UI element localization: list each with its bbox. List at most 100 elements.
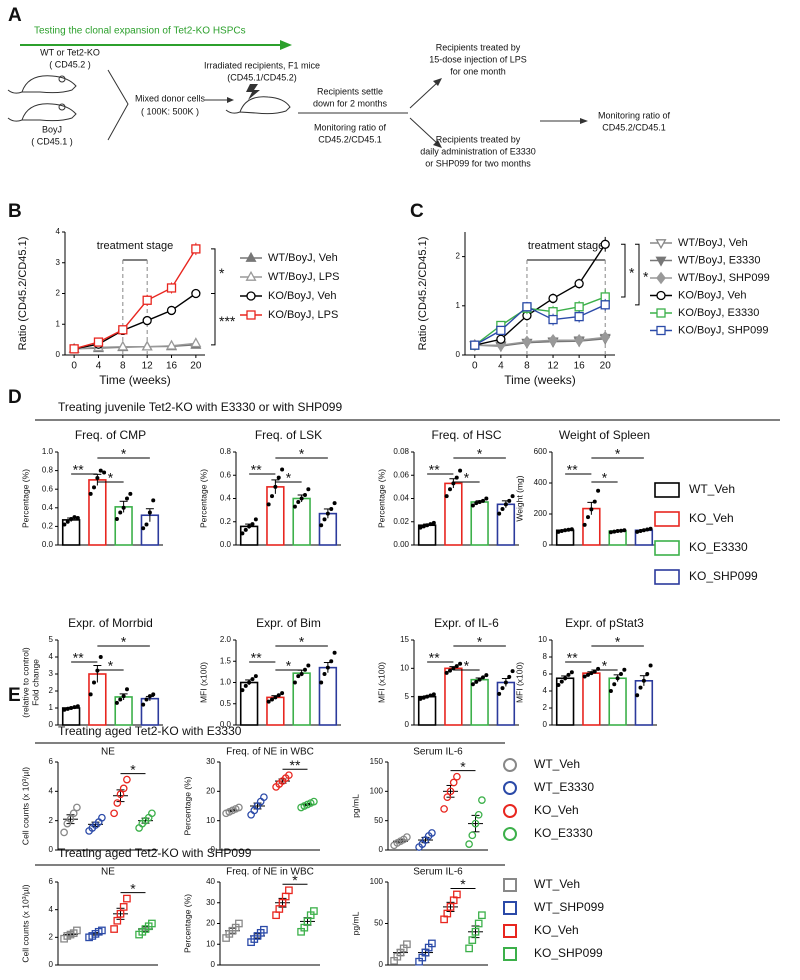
data-point	[474, 501, 479, 506]
y-tick-label: 0.2	[220, 517, 232, 526]
arrowhead	[433, 140, 442, 148]
data-point	[645, 527, 650, 532]
y-tick-label: 0.00	[393, 540, 409, 549]
sig-label: *	[121, 446, 127, 462]
point	[166, 305, 177, 316]
data-point	[446, 787, 455, 796]
data-point	[235, 803, 243, 812]
data-point	[118, 510, 123, 515]
data-point	[322, 672, 327, 676]
y-tick-label: 1.0	[220, 678, 232, 687]
data-point	[563, 676, 568, 681]
data-point	[403, 940, 411, 949]
y-tick-label: 0.8	[42, 466, 54, 475]
y-tick-label: 6	[49, 877, 54, 886]
legend-marker	[655, 256, 667, 267]
data-point	[114, 516, 119, 521]
y-tick-label: 0.02	[393, 517, 409, 526]
point	[69, 344, 79, 354]
data-point	[256, 797, 265, 806]
point	[548, 293, 558, 304]
data-point	[500, 686, 505, 691]
legend-swatch	[654, 482, 680, 498]
x-tick-label: 8	[524, 361, 530, 372]
x-tick-label: 12	[547, 361, 559, 372]
sig-label: *	[460, 758, 466, 774]
bar	[239, 525, 259, 546]
legend-label: KO/BoyJ, E3330	[678, 307, 759, 319]
data-point	[440, 805, 448, 813]
y-axis-label: Cell counts (x 10³/µl)	[20, 767, 30, 845]
sig-label: **	[290, 757, 301, 773]
arrowhead	[433, 78, 442, 86]
legend-marker	[503, 924, 517, 938]
data-point	[586, 672, 591, 677]
x-tick-label: 20	[190, 361, 202, 372]
legend-label: KO_SHP099	[534, 946, 603, 960]
data-point	[114, 700, 119, 705]
point	[548, 314, 558, 325]
data-point	[448, 668, 453, 673]
y-axis-label: Cell counts (x 10³/µl)	[20, 884, 30, 962]
data-point	[425, 523, 430, 528]
data-point	[421, 695, 426, 700]
sig-label: *	[643, 268, 649, 284]
data-point	[95, 668, 100, 673]
merge-chevron	[107, 69, 129, 141]
workflow-diagram: Testing the clonal expansion of Tet2-KO …	[7, 26, 671, 168]
stage-label: treatment stage	[97, 240, 173, 252]
legend-swatch	[654, 569, 680, 585]
data-point	[73, 926, 81, 935]
legend-marker	[656, 308, 666, 318]
data-point	[638, 685, 643, 690]
arrowhead	[227, 97, 234, 103]
label: 15-dose injection of LPS	[429, 54, 527, 64]
sig-bracket	[211, 293, 216, 346]
legend-label: KO/BoyJ, Veh	[268, 290, 336, 302]
sig-label: **	[251, 650, 262, 666]
data-point	[119, 784, 128, 793]
legend-label: WT_Veh	[689, 482, 735, 496]
sig-label: **	[429, 650, 440, 666]
data-point	[299, 496, 304, 501]
data-point	[276, 693, 281, 698]
data-point	[428, 829, 436, 837]
data-point	[272, 911, 280, 920]
y-tick-label: 1	[49, 703, 54, 712]
bar	[318, 666, 338, 726]
mouse-ear	[58, 103, 66, 111]
y-tick-label: 2	[456, 252, 461, 261]
legend-label: WT_Veh	[534, 757, 580, 771]
legend-marker	[503, 804, 517, 818]
legend-marker	[656, 290, 666, 301]
data-point	[622, 528, 627, 533]
arrowhead	[580, 118, 588, 124]
data-point	[141, 526, 146, 531]
y-tick-label: 1.0	[42, 447, 54, 456]
label: Recipients treated by	[436, 42, 521, 52]
data-point	[98, 655, 103, 659]
x-tick-label: 20	[600, 361, 612, 372]
label: Monitoring ratio of	[314, 122, 387, 132]
data-point	[484, 673, 489, 678]
sig-label: *	[108, 470, 114, 486]
data-point	[608, 689, 613, 693]
sig-label: *	[629, 264, 635, 280]
y-tick-label: 4	[49, 652, 54, 661]
point	[548, 333, 558, 347]
data-point	[285, 771, 293, 780]
y-tick-label: 1	[56, 319, 61, 328]
chart-title: Freq. of NE in WBC	[226, 867, 314, 878]
sig-label: *	[292, 872, 298, 888]
y-tick-label: 0	[49, 960, 54, 969]
data-point	[563, 528, 568, 533]
label: Recipients treated by	[436, 134, 521, 144]
point	[117, 340, 129, 351]
data-point	[121, 505, 126, 510]
y-tick-label: 100	[370, 877, 384, 886]
data-point	[144, 697, 149, 702]
data-point	[88, 692, 93, 697]
label: for one month	[450, 66, 506, 76]
x-tick-label: 0	[472, 361, 478, 372]
y-axis-label: Ratio (CD45.2/CD45.1)	[417, 237, 429, 351]
